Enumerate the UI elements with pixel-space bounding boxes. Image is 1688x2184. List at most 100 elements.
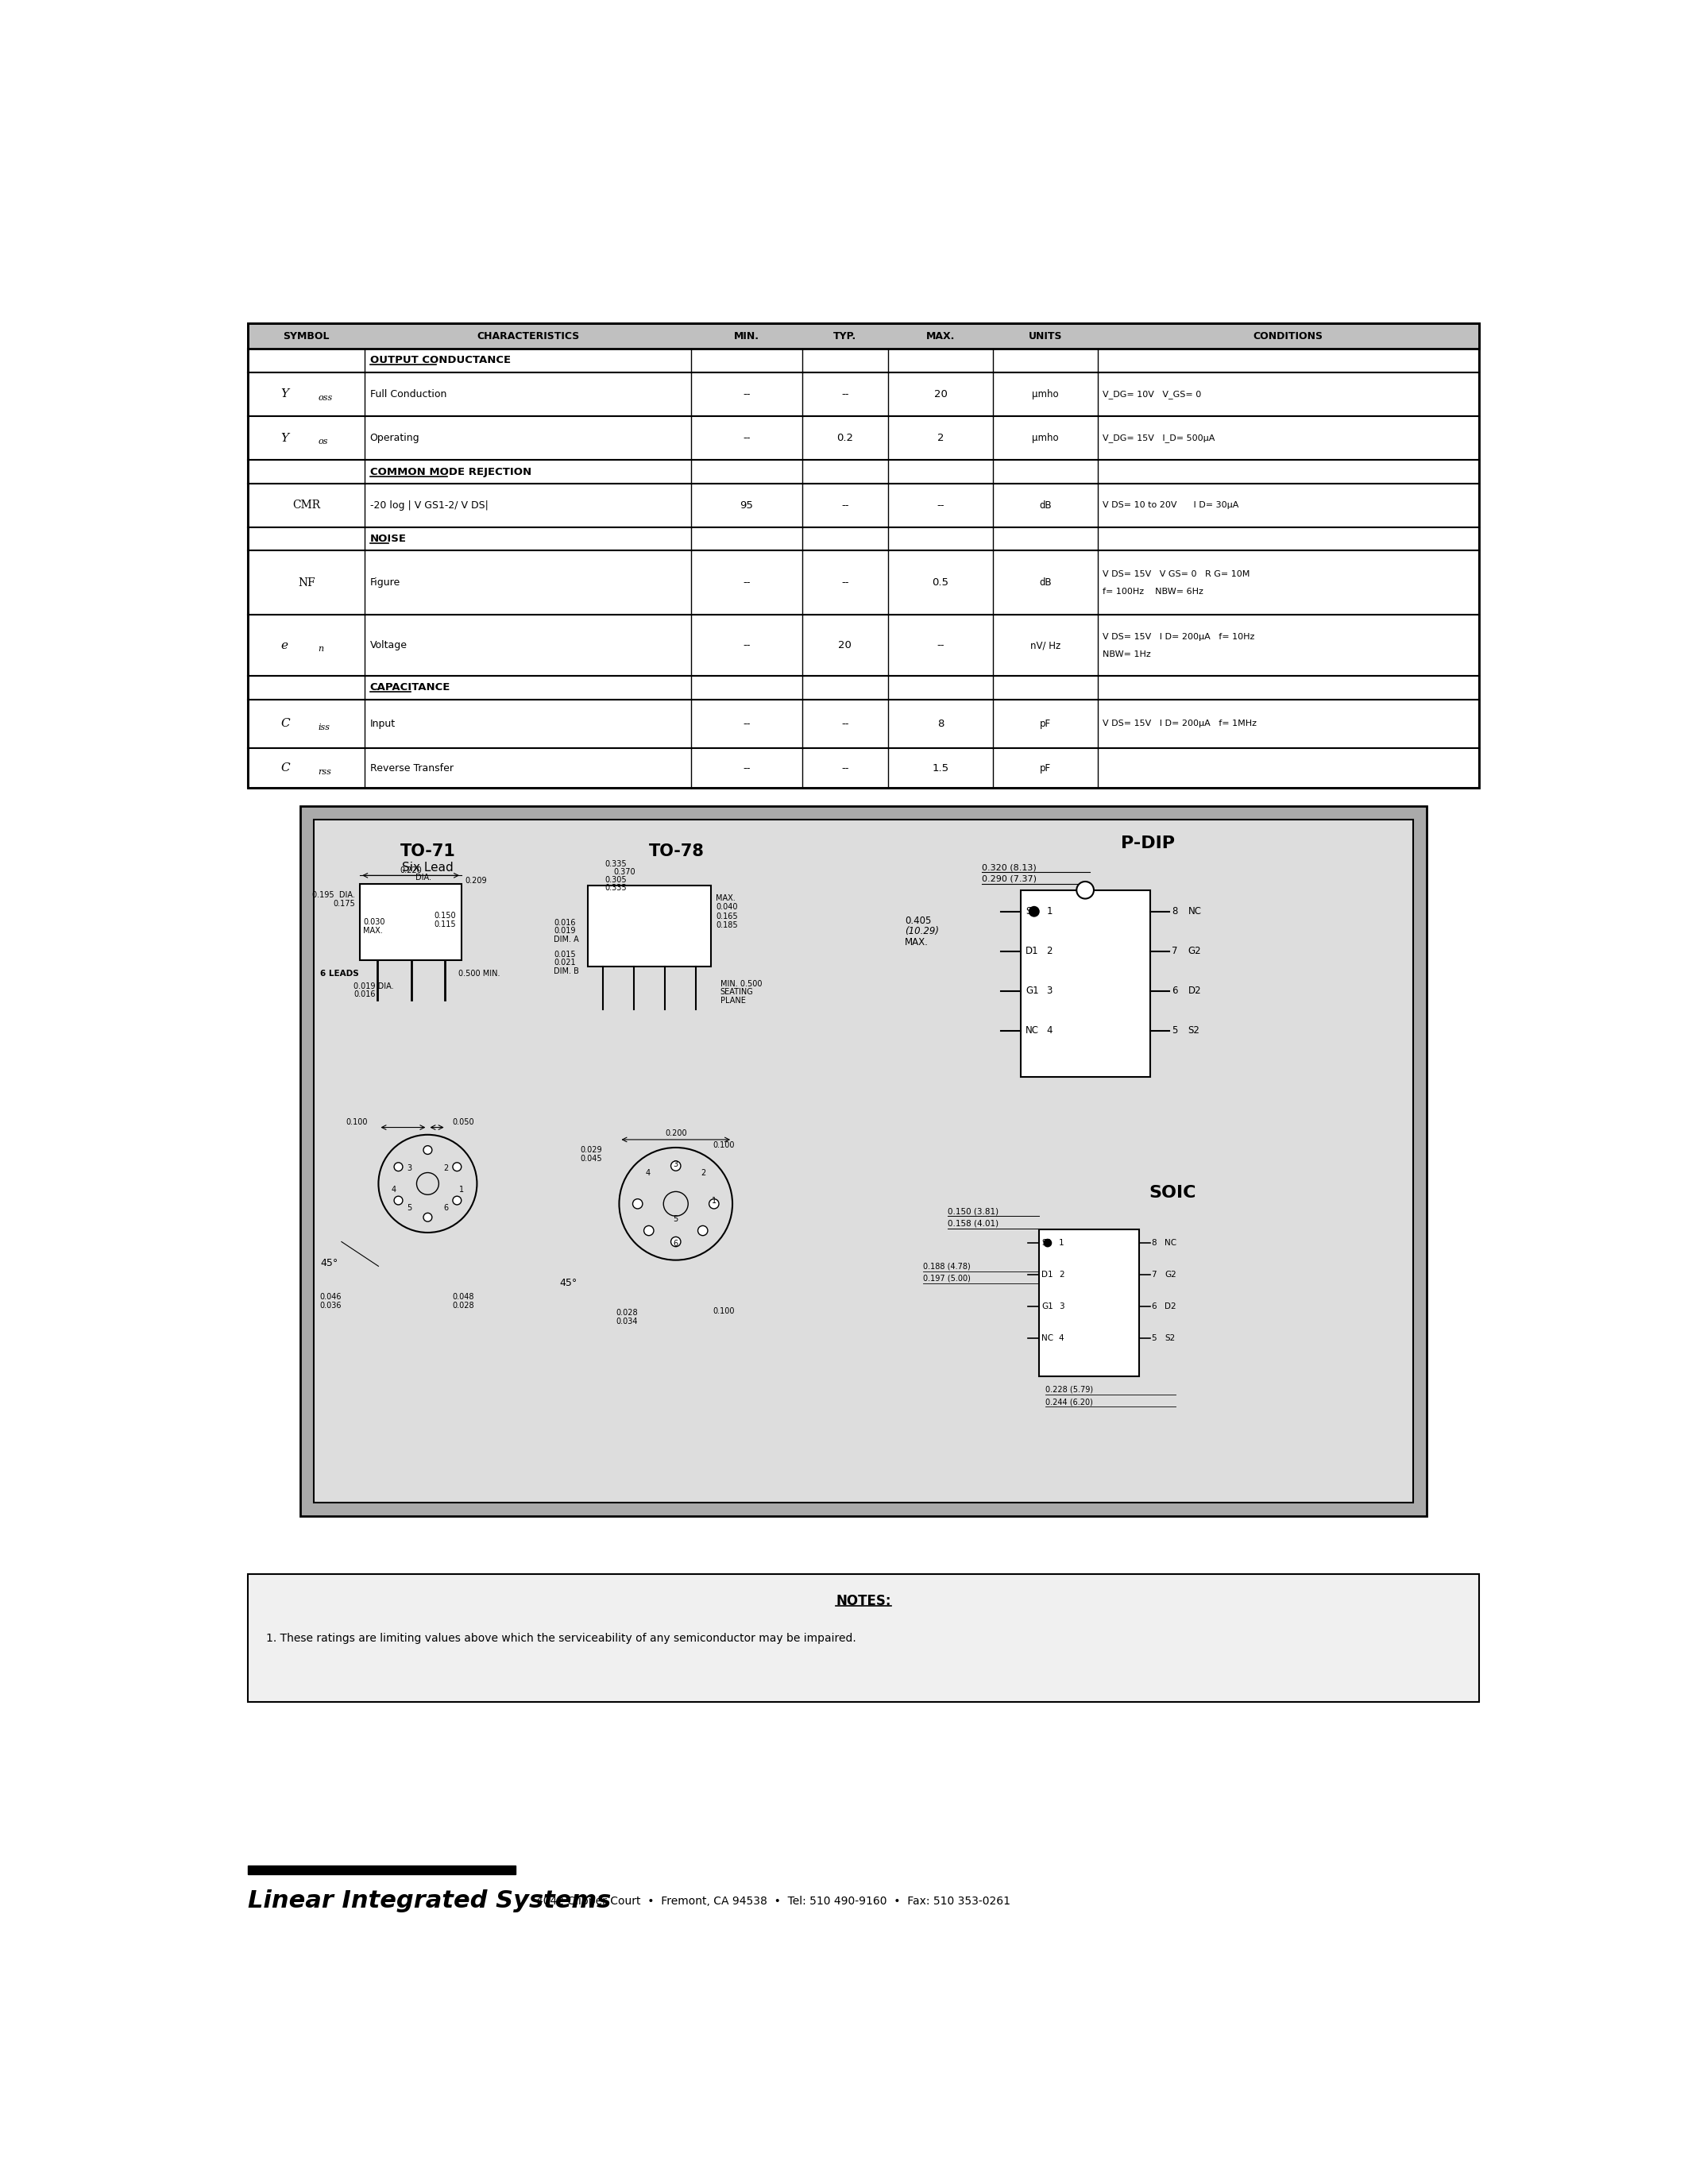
Text: S2: S2 [1188,1026,1200,1035]
Text: 7: 7 [1151,1271,1156,1278]
Circle shape [452,1162,461,1171]
Text: 0.015: 0.015 [554,950,576,959]
Text: --: -- [841,577,849,587]
Text: 0.028: 0.028 [616,1308,638,1317]
Text: D2: D2 [1188,985,1202,996]
Text: D1: D1 [1041,1271,1053,1278]
Text: NOISE: NOISE [370,533,407,544]
Text: NC: NC [1026,1026,1040,1035]
Text: 0.370: 0.370 [614,869,636,876]
Text: PLANE: PLANE [721,996,746,1005]
Text: Six Lead: Six Lead [402,860,454,874]
Text: 2: 2 [1047,946,1052,957]
Text: NC: NC [1188,906,1202,917]
Circle shape [1043,1238,1052,1247]
Text: 6: 6 [444,1203,449,1212]
Text: 45°: 45° [559,1278,577,1289]
Text: V_DG= 15V   I_D= 500μA: V_DG= 15V I_D= 500μA [1102,435,1215,443]
Text: V DS= 15V   V GS= 0   R G= 10M: V DS= 15V V GS= 0 R G= 10M [1102,570,1249,579]
Text: Full Conduction: Full Conduction [370,389,446,400]
Text: C: C [280,719,290,729]
Text: 2: 2 [1058,1271,1063,1278]
Text: NF: NF [297,577,316,587]
Circle shape [1028,906,1040,917]
Bar [248,371,1479,417]
Text: 5: 5 [674,1214,679,1223]
Text: 4: 4 [392,1186,397,1195]
Circle shape [670,1162,680,1171]
Text: COMMON MODE REJECTION: COMMON MODE REJECTION [370,467,532,476]
Text: 0.016: 0.016 [354,992,376,998]
Text: 0.100: 0.100 [346,1118,368,1127]
Text: 0.320 (8.13): 0.320 (8.13) [982,863,1036,871]
Text: TO-71: TO-71 [400,843,456,860]
Bar [248,349,1479,371]
Text: CONDITIONS: CONDITIONS [1254,332,1323,341]
Text: 1: 1 [712,1197,716,1206]
Text: 0.197 (5.00): 0.197 (5.00) [923,1275,971,1282]
Text: rss: rss [317,769,331,775]
Text: 0.100: 0.100 [712,1306,734,1315]
Text: Y: Y [280,389,289,400]
Text: Reverse Transfer: Reverse Transfer [370,762,454,773]
Text: 0.335: 0.335 [604,885,626,891]
Text: D2: D2 [1165,1302,1177,1310]
Text: 4042 Clipper Court  •  Fremont, CA 94538  •  Tel: 510 490-9160  •  Fax: 510 353-: 4042 Clipper Court • Fremont, CA 94538 •… [537,1896,1011,1907]
Text: 2: 2 [937,432,944,443]
Text: MIN. 0.500: MIN. 0.500 [721,981,761,987]
Text: Linear Integrated Systems: Linear Integrated Systems [248,1889,611,1913]
Text: NBW= 1Hz: NBW= 1Hz [1102,651,1151,657]
Text: 1.5: 1.5 [932,762,949,773]
Text: 0.048: 0.048 [452,1293,474,1302]
Text: 5: 5 [407,1203,412,1212]
Text: 0.040: 0.040 [716,904,738,911]
Circle shape [697,1225,707,1236]
Text: MAX.: MAX. [905,937,928,948]
Text: nV/ Hz: nV/ Hz [1030,640,1060,651]
Text: --: -- [743,389,751,400]
Text: 0.405: 0.405 [905,915,932,926]
Text: G1: G1 [1041,1302,1053,1310]
Text: --: -- [743,719,751,729]
Text: --: -- [841,719,849,729]
Text: UNITS: UNITS [1028,332,1062,341]
Text: 0.019 DIA.: 0.019 DIA. [354,983,393,989]
Text: D1: D1 [1026,946,1038,957]
Text: 1: 1 [1047,906,1052,917]
Text: μmho: μmho [1031,389,1058,400]
Text: --: -- [937,640,944,651]
Bar [248,417,1479,461]
Text: V DS= 15V   I D= 200μA   f= 10Hz: V DS= 15V I D= 200μA f= 10Hz [1102,633,1254,640]
Text: 0.021: 0.021 [554,959,576,968]
Bar [248,550,1479,616]
Text: 1. These ratings are limiting values above which the serviceability of any semic: 1. These ratings are limiting values abo… [267,1631,856,1645]
Text: V DS= 10 to 20V      I D= 30μA: V DS= 10 to 20V I D= 30μA [1102,502,1239,509]
Text: 0.165: 0.165 [716,913,738,919]
Text: 3: 3 [407,1164,412,1173]
Text: 0.036: 0.036 [321,1302,341,1310]
Text: 0.019: 0.019 [554,928,576,935]
Text: 1: 1 [459,1186,464,1195]
Text: MAX.: MAX. [716,893,736,902]
Text: 6: 6 [1171,985,1178,996]
Circle shape [670,1236,680,1247]
Bar [248,529,1479,550]
Text: NC: NC [1165,1238,1177,1247]
Text: S2: S2 [1165,1334,1175,1343]
Text: 0.500 MIN.: 0.500 MIN. [459,970,500,978]
Text: pF: pF [1040,719,1050,729]
Text: 0.209: 0.209 [464,878,486,885]
Text: 2: 2 [701,1168,706,1177]
Circle shape [709,1199,719,1208]
Bar [314,819,1413,1503]
Circle shape [424,1147,432,1155]
Text: 0.290 (7.37): 0.290 (7.37) [982,876,1036,882]
Text: 1: 1 [1058,1238,1063,1247]
Text: (10.29): (10.29) [905,926,939,937]
Text: 6: 6 [674,1241,679,1247]
Text: 0.100: 0.100 [712,1142,734,1149]
Text: 8: 8 [937,719,944,729]
Text: 6: 6 [1151,1302,1156,1310]
Bar [248,323,1479,788]
Text: 0.188 (4.78): 0.188 (4.78) [923,1262,971,1271]
